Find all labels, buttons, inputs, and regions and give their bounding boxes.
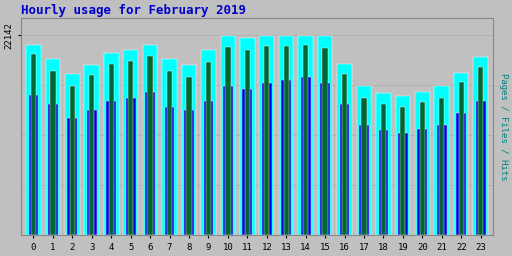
- Bar: [357, 86, 371, 235]
- Bar: [420, 102, 425, 235]
- Bar: [459, 82, 464, 235]
- Bar: [454, 72, 468, 235]
- Bar: [48, 104, 58, 235]
- Bar: [435, 86, 449, 235]
- Bar: [182, 65, 196, 235]
- Bar: [206, 62, 211, 235]
- Bar: [474, 57, 488, 235]
- Bar: [225, 47, 230, 235]
- Bar: [143, 46, 157, 235]
- Bar: [478, 67, 483, 235]
- Bar: [243, 89, 252, 235]
- Bar: [342, 74, 347, 235]
- Bar: [31, 55, 36, 235]
- Bar: [398, 133, 408, 235]
- Bar: [262, 83, 272, 235]
- Bar: [318, 36, 332, 235]
- Bar: [46, 59, 60, 235]
- Bar: [378, 130, 388, 235]
- Bar: [167, 71, 172, 235]
- Bar: [104, 53, 118, 235]
- Bar: [320, 83, 330, 235]
- Bar: [417, 130, 427, 235]
- Bar: [361, 98, 367, 235]
- Bar: [245, 50, 250, 235]
- Bar: [376, 93, 391, 235]
- Bar: [204, 101, 214, 235]
- Bar: [339, 104, 349, 235]
- Bar: [165, 107, 175, 235]
- Bar: [26, 46, 41, 235]
- Bar: [264, 46, 269, 235]
- Bar: [186, 77, 191, 235]
- Bar: [87, 111, 97, 235]
- Bar: [282, 80, 291, 235]
- Bar: [456, 113, 466, 235]
- Bar: [221, 36, 235, 235]
- Bar: [68, 118, 77, 235]
- Bar: [65, 74, 80, 235]
- Bar: [476, 101, 485, 235]
- Y-axis label: Pages / Files / Hits: Pages / Files / Hits: [499, 73, 508, 180]
- Bar: [126, 98, 136, 235]
- Bar: [162, 59, 177, 235]
- Bar: [396, 96, 410, 235]
- Bar: [123, 50, 138, 235]
- Bar: [184, 111, 194, 235]
- Text: Hourly usage for February 2019: Hourly usage for February 2019: [21, 4, 246, 17]
- Bar: [415, 92, 430, 235]
- Bar: [50, 71, 55, 235]
- Bar: [260, 36, 274, 235]
- Bar: [381, 104, 386, 235]
- Bar: [29, 95, 38, 235]
- Bar: [84, 65, 99, 235]
- Bar: [128, 61, 133, 235]
- Bar: [298, 36, 313, 235]
- Bar: [400, 107, 406, 235]
- Bar: [279, 36, 293, 235]
- Bar: [201, 50, 216, 235]
- Bar: [109, 63, 114, 235]
- Bar: [240, 38, 254, 235]
- Bar: [89, 75, 94, 235]
- Bar: [223, 86, 233, 235]
- Bar: [323, 48, 328, 235]
- Bar: [70, 86, 75, 235]
- Bar: [284, 46, 289, 235]
- Bar: [303, 46, 308, 235]
- Bar: [359, 125, 369, 235]
- Bar: [439, 98, 444, 235]
- Bar: [145, 92, 155, 235]
- Bar: [301, 77, 310, 235]
- Bar: [106, 101, 116, 235]
- Bar: [147, 56, 153, 235]
- Bar: [337, 63, 352, 235]
- Bar: [437, 125, 446, 235]
